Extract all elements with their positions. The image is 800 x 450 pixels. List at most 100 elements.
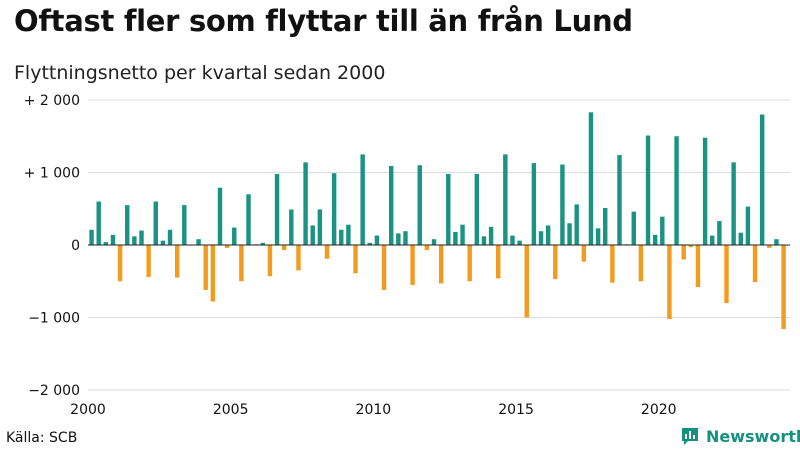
bar-chart-speech-bubble-icon bbox=[680, 426, 700, 446]
bar bbox=[324, 245, 330, 259]
x-tick-label: 2000 bbox=[70, 402, 106, 418]
bar bbox=[560, 164, 565, 245]
bar bbox=[267, 245, 273, 277]
bar bbox=[310, 225, 315, 245]
bar bbox=[752, 245, 758, 282]
bar bbox=[167, 229, 173, 245]
bar bbox=[403, 231, 408, 245]
bar bbox=[524, 245, 529, 318]
bar bbox=[731, 162, 736, 245]
bar bbox=[339, 229, 344, 245]
bar bbox=[610, 245, 615, 283]
x-tick-label: 2020 bbox=[641, 402, 677, 418]
bar bbox=[239, 245, 244, 282]
bar bbox=[139, 230, 144, 245]
bar bbox=[474, 173, 480, 245]
bar bbox=[317, 209, 323, 245]
bar bbox=[388, 165, 394, 245]
bar bbox=[631, 211, 636, 245]
bar bbox=[203, 245, 208, 290]
bar bbox=[674, 136, 679, 245]
bar bbox=[96, 201, 101, 245]
bar bbox=[446, 173, 451, 245]
brand-logo: Newsworthy bbox=[680, 426, 800, 446]
bar bbox=[467, 245, 472, 282]
y-tick-label: + 2 000 bbox=[24, 93, 80, 109]
bar bbox=[652, 234, 658, 245]
bar bbox=[146, 245, 151, 277]
bar bbox=[774, 239, 779, 245]
bar bbox=[381, 245, 387, 290]
bar bbox=[695, 245, 701, 288]
bar bbox=[702, 137, 708, 245]
bar bbox=[132, 236, 137, 245]
bar bbox=[125, 205, 130, 246]
bar bbox=[503, 154, 508, 246]
bar bbox=[688, 245, 694, 248]
y-tick-label: + 1 000 bbox=[24, 166, 80, 182]
bar bbox=[210, 245, 216, 302]
x-tick-label: 2015 bbox=[498, 402, 534, 418]
y-axis-ticks: + 2 000 + 1 000 0 −1 000 −2 000 bbox=[24, 93, 80, 399]
x-tick-label: 2010 bbox=[356, 402, 392, 418]
bar bbox=[595, 228, 601, 245]
y-tick-label: −2 000 bbox=[28, 383, 80, 399]
bar bbox=[431, 239, 437, 245]
bar bbox=[645, 135, 651, 245]
chart-subtitle: Flyttningsnetto per kvartal sedan 2000 bbox=[14, 62, 386, 84]
bar bbox=[488, 226, 494, 246]
y-tick-label: −1 000 bbox=[28, 311, 80, 327]
x-tick-label: 2005 bbox=[213, 402, 249, 418]
bar bbox=[617, 155, 622, 245]
bar bbox=[274, 173, 280, 245]
bar bbox=[281, 245, 287, 251]
bar bbox=[745, 206, 751, 245]
bar bbox=[182, 205, 187, 246]
bar bbox=[410, 245, 415, 285]
bar bbox=[232, 227, 237, 245]
bar bbox=[531, 163, 537, 245]
bar bbox=[510, 235, 515, 245]
bar bbox=[103, 242, 109, 245]
bar bbox=[588, 112, 594, 245]
chart-title: Oftast fler som flyttar till än från Lun… bbox=[14, 4, 633, 38]
bar bbox=[289, 209, 294, 245]
bar bbox=[545, 225, 551, 245]
bar bbox=[660, 216, 665, 245]
bar bbox=[360, 154, 365, 246]
bar bbox=[346, 224, 351, 245]
bar bbox=[224, 245, 230, 248]
bar bbox=[153, 201, 158, 245]
bar bbox=[710, 235, 715, 245]
bar bbox=[667, 245, 672, 319]
bar bbox=[759, 114, 765, 245]
bar bbox=[110, 234, 116, 245]
bar bbox=[296, 245, 301, 271]
bar bbox=[303, 162, 308, 245]
bar bbox=[260, 242, 265, 245]
bar bbox=[424, 245, 430, 251]
bar bbox=[374, 235, 380, 245]
bars bbox=[89, 112, 786, 330]
bar bbox=[553, 245, 558, 280]
bar bbox=[781, 245, 786, 330]
bar bbox=[538, 231, 544, 245]
x-axis-ticks: 2000 2005 2010 2015 2020 bbox=[70, 402, 676, 418]
bar bbox=[353, 245, 358, 274]
bar bbox=[603, 208, 608, 245]
bar bbox=[174, 245, 180, 278]
bar bbox=[638, 245, 644, 282]
bar bbox=[738, 232, 743, 245]
bar bbox=[117, 245, 123, 282]
bar bbox=[367, 242, 373, 245]
bar bbox=[417, 165, 422, 245]
bar bbox=[724, 245, 729, 303]
source-note: Källa: SCB bbox=[6, 430, 78, 446]
bar bbox=[460, 224, 465, 245]
bar bbox=[574, 204, 579, 245]
bar bbox=[196, 239, 201, 245]
bar bbox=[89, 229, 94, 245]
bar bbox=[717, 221, 722, 245]
bar bbox=[581, 245, 587, 262]
bar bbox=[331, 173, 337, 245]
